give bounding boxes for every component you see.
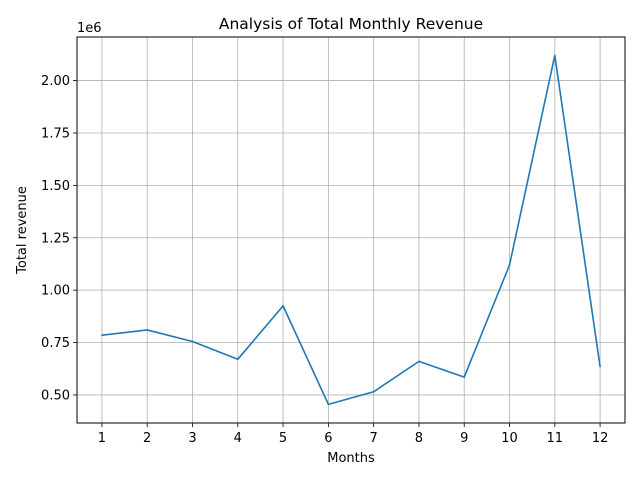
y-tick-label: 1.75 [41, 126, 70, 141]
data-point [191, 340, 194, 343]
y-axis-label: Total revenue [15, 186, 30, 275]
data-point [418, 360, 420, 363]
data-point [463, 376, 466, 378]
x-axis-label: Months [327, 451, 375, 466]
y-tick-label: 2.00 [41, 74, 70, 89]
x-tick-label: 5 [279, 431, 287, 446]
x-tick-label: 6 [324, 431, 332, 446]
x-tick-label: 3 [188, 431, 196, 446]
y-axis-ticks: 0.50 0.75 1.00 1.25 1.50 1.75 2.00 [41, 74, 77, 403]
data-point [101, 334, 103, 336]
x-tick-label: 12 [592, 431, 609, 446]
data-point [146, 329, 148, 331]
y-tick-label: 0.50 [41, 388, 70, 403]
x-tick-label: 9 [460, 431, 468, 446]
series-line [101, 54, 601, 406]
data-point [599, 365, 601, 368]
data-point [236, 358, 239, 361]
x-tick-label: 8 [415, 431, 423, 446]
x-tick-label: 2 [143, 431, 151, 446]
y-tick-label: 1.00 [41, 284, 70, 299]
series-layer [101, 54, 601, 406]
y-tick-label: 1.25 [41, 231, 70, 246]
x-tick-label: 1 [98, 431, 106, 446]
plot-area-frame [76, 36, 626, 424]
y-axis-offset-label: 1e6 [77, 21, 102, 36]
y-tick-label: 0.75 [41, 336, 70, 351]
data-point [554, 54, 556, 57]
y-tick-label: 1.50 [41, 179, 70, 194]
chart-title: Analysis of Total Monthly Revenue [219, 15, 483, 33]
data-point [372, 390, 375, 393]
x-tick-label: 7 [370, 431, 378, 446]
x-axis-ticks: 1 2 3 4 5 6 7 8 9 10 11 12 [98, 423, 609, 446]
data-point [282, 305, 284, 307]
data-point [327, 403, 330, 406]
x-tick-label: 4 [234, 431, 242, 446]
x-tick-label: 11 [547, 431, 564, 446]
grid-lines [77, 37, 625, 423]
data-point [508, 264, 511, 266]
x-tick-label: 10 [501, 431, 518, 446]
